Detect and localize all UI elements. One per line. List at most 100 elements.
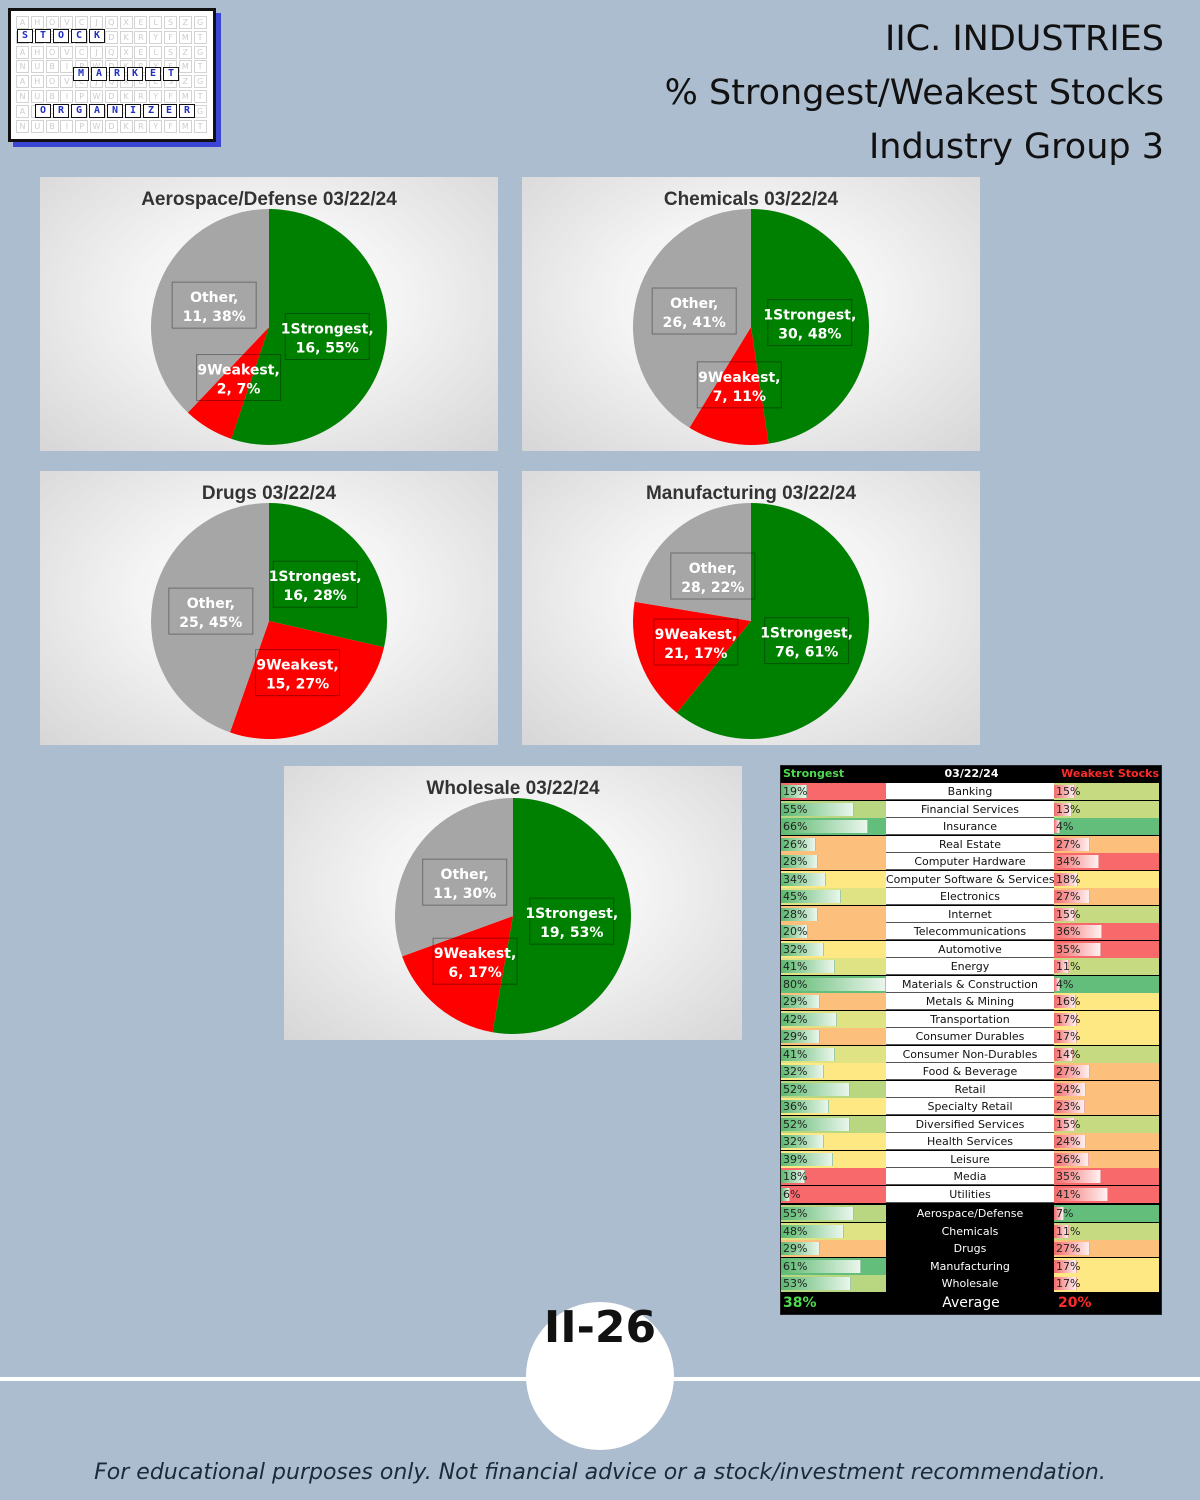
weakest-pct-bar	[1054, 1170, 1101, 1183]
strongest-pct-bar	[781, 1187, 790, 1201]
strongest-pct-bar	[781, 942, 824, 956]
pct-value: 29%	[783, 1242, 808, 1255]
pct-value: 4%	[1056, 977, 1074, 991]
pct-value: 24%	[1056, 1135, 1081, 1148]
logo-letter: M	[73, 67, 89, 81]
logo-letter: O	[35, 104, 51, 118]
weakest-pct-bar	[1054, 785, 1075, 798]
weakest-pct-bar	[1054, 1242, 1091, 1255]
table-row: 80% Materials & Construction 4%	[781, 975, 1161, 993]
table-row: 36% Specialty Retail 23%	[781, 1098, 1161, 1115]
pie-label-value: 21, 17%	[664, 646, 727, 662]
logo-grid-cell: Z	[178, 45, 192, 59]
pct-value: 27%	[1056, 890, 1081, 903]
chart-title: Wholesale 03/22/24	[426, 778, 600, 799]
industry-name: Retail	[886, 1080, 1054, 1098]
chart-title: Aerospace/Defense 03/22/24	[141, 189, 397, 210]
pct-value: 23%	[1056, 1100, 1081, 1113]
pct-value: 15%	[1056, 1117, 1081, 1131]
strongest-pct-bar	[781, 1065, 824, 1078]
table-row: 26% Real Estate 27%	[781, 835, 1161, 853]
weakest-pct-bar	[1054, 1100, 1085, 1113]
pie-slice-other	[634, 503, 751, 621]
pie-slice-1strongest	[676, 503, 869, 739]
logo-grid-cell: W	[90, 90, 103, 103]
strongest-pct-bar	[781, 820, 868, 833]
table-row: 41% Energy 11%	[781, 958, 1161, 975]
pie-label-value: 76, 61%	[775, 645, 838, 661]
logo-grid-cell: O	[45, 45, 59, 59]
pie-label-value: 6, 17%	[448, 965, 501, 981]
weakest-pct-cell: 23%	[1054, 1098, 1159, 1115]
logo-grid-cell: N	[16, 60, 29, 74]
industry-name: Insurance	[886, 818, 1054, 835]
pie-chart-wholesale: Wholesale 03/22/24 1Strongest, 19, 53% 9We…	[284, 766, 742, 1040]
industry-name: Energy	[886, 958, 1054, 975]
weakest-pct-bar	[1054, 1152, 1089, 1166]
pie-data-label: Other, 28, 22%	[670, 552, 756, 600]
pct-value: 20%	[783, 925, 808, 938]
weakest-pct-bar	[1054, 837, 1091, 851]
table-row: 66% Insurance 4%	[781, 818, 1161, 835]
pct-value: 26%	[1056, 1152, 1081, 1166]
table-row: 52% Retail 24%	[781, 1080, 1161, 1098]
logo-letter: G	[71, 104, 87, 118]
pie-label-value: 30, 48%	[778, 327, 841, 343]
industry-name: Electronics	[886, 888, 1054, 905]
pie-label-value: 16, 28%	[284, 588, 347, 604]
strongest-pct-bar	[781, 802, 854, 816]
pie-label-value: 7, 11%	[713, 389, 766, 405]
industry-name: Drugs	[886, 1240, 1054, 1257]
logo-grid-cell: J	[90, 45, 103, 59]
industry-name: Metals & Mining	[886, 993, 1054, 1010]
pct-value: 6%	[783, 1187, 801, 1201]
logo-grid-cell: Y	[149, 30, 163, 44]
table-average-row: 38% Average 20%	[781, 1293, 1161, 1314]
strongest-pct-cell: 41%	[781, 1045, 886, 1063]
weakest-pct-cell: 34%	[1054, 853, 1159, 870]
logo-grid-cell: X	[119, 75, 133, 89]
weakest-pct-cell: 24%	[1054, 1080, 1159, 1098]
industry-name: Health Services	[886, 1133, 1054, 1150]
weakest-pct-bar	[1054, 1012, 1078, 1026]
header-group-title: Industry Group 3	[868, 127, 1164, 167]
weakest-pct-bar	[1054, 995, 1076, 1008]
stock-market-organizer-logo: AHOVCJQXELSZGNUBIPWDKRYFMTAHOVCJQXELSZGN…	[8, 8, 216, 142]
logo-grid-cell: E	[134, 45, 148, 59]
pie-slice-1strongest	[751, 209, 869, 444]
table-row: 29% Drugs 27%	[781, 1240, 1161, 1257]
logo-grid-cell: D	[104, 90, 118, 103]
weakest-pct-bar	[1054, 1135, 1087, 1148]
pie-label-value: 28, 22%	[681, 580, 744, 596]
industry-name: Internet	[886, 905, 1054, 923]
strongest-pct-bar	[781, 960, 836, 973]
header-section-title: IIC. INDUSTRIES	[885, 19, 1164, 59]
weakest-pct-cell: 4%	[1054, 975, 1159, 993]
logo-grid-cell: F	[164, 30, 177, 44]
logo-grid-cell: D	[104, 119, 118, 133]
pie-label-value: 26, 41%	[663, 315, 726, 331]
pct-value: 35%	[1056, 1170, 1081, 1183]
pct-value: 42%	[783, 1012, 808, 1026]
logo-grid-cell: M	[178, 90, 192, 103]
weakest-pct-cell: 27%	[1054, 1240, 1159, 1257]
pct-value: 26%	[783, 837, 808, 851]
strongest-pct-cell: 36%	[781, 1098, 886, 1115]
strongest-pct-cell: 26%	[781, 835, 886, 853]
logo-grid-cell: R	[134, 30, 148, 44]
pct-value: 80%	[783, 977, 808, 991]
pie-chart-aerospace-defense: Aerospace/Defense 03/22/24 1Strongest, 16…	[40, 177, 498, 451]
pie-data-label: 1Strongest, 19, 53%	[525, 897, 618, 945]
pie-label-box	[764, 617, 850, 665]
average-label: Average	[942, 1295, 1000, 1311]
weakest-pct-bar	[1054, 1117, 1075, 1131]
pct-value: 15%	[1056, 785, 1081, 798]
pie-label-value: 25, 45%	[179, 615, 242, 631]
strongest-pct-bar	[781, 1135, 824, 1148]
pie-data-label: 9Weakest, 15, 27%	[255, 649, 341, 697]
logo-grid-cell: N	[16, 90, 29, 103]
logo-grid-cell: H	[30, 16, 44, 29]
pie-label-box	[196, 354, 282, 402]
pct-value: 27%	[1056, 1065, 1081, 1078]
